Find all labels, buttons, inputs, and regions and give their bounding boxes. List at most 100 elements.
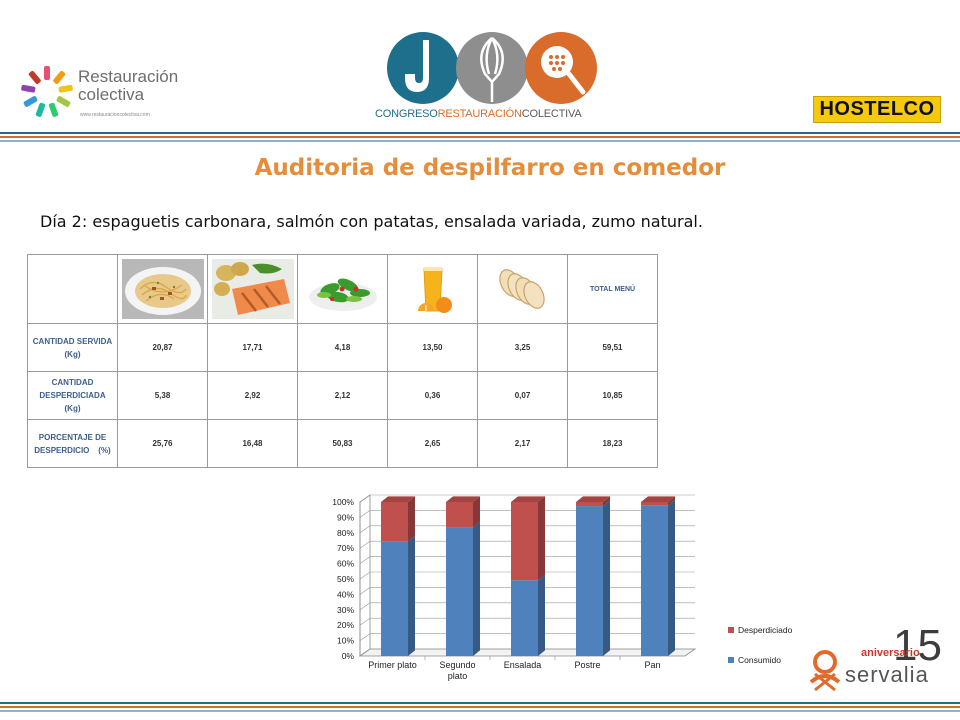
hostelco-text: HOSTELCO [819, 98, 935, 120]
x-tick-label: Pan [644, 660, 660, 670]
bar-segment [641, 502, 668, 506]
servalia-figure-icon [809, 650, 841, 692]
bar-top [446, 496, 480, 502]
gridline [359, 556, 371, 564]
table-cell: 2,92 [207, 371, 298, 420]
table-cell: 59,51 [567, 323, 658, 372]
table-cell: 17,71 [207, 323, 298, 372]
y-tick-label: 80% [337, 528, 354, 538]
gridline [359, 540, 371, 549]
logo-subtitle: colectiva [78, 85, 145, 104]
bar-side [473, 496, 480, 528]
table-cell: 2,65 [387, 419, 478, 468]
table-cell: 0,36 [387, 371, 478, 420]
bar-side [603, 496, 610, 507]
gridline [359, 617, 371, 626]
y-tick-label: 60% [337, 559, 354, 569]
table-corner-cell [27, 254, 118, 324]
bar-segment [576, 506, 603, 656]
servalia-word: servalia [845, 662, 929, 687]
table-cell: 0,07 [477, 371, 568, 420]
bar-side [538, 496, 545, 581]
legend-swatch [728, 657, 734, 663]
bar-segment [641, 505, 668, 656]
gridline [359, 571, 371, 580]
table-cell: 25,76 [117, 419, 208, 468]
table-cell: 16,48 [207, 419, 298, 468]
bar-segment [381, 502, 408, 542]
row-label: CANTIDAD DESPERDICIADA (Kg) [27, 371, 118, 420]
table-cell: 5,38 [117, 371, 208, 420]
bar-side [538, 574, 545, 656]
table-cell: 2,17 [477, 419, 568, 468]
anniversary-number: 15 [893, 621, 942, 670]
gridline [359, 648, 371, 657]
gridline [359, 633, 371, 641]
food-image-cell [297, 254, 388, 324]
bar-side [668, 496, 675, 506]
logo-url: www.restauracioncolectiva.com [80, 112, 150, 118]
row-label: CANTIDAD SERVIDA (Kg) [27, 323, 118, 372]
gridline [359, 510, 371, 518]
y-tick-label: 100% [332, 497, 354, 507]
menu-description: Día 2: espaguetis carbonara, salmón con … [40, 212, 703, 231]
bar-side [668, 499, 675, 656]
hostelco-logo: HOSTELCO [813, 96, 941, 123]
legend-label: Consumido [738, 655, 781, 665]
header-divider [0, 132, 960, 144]
y-tick-label: 70% [337, 543, 354, 553]
orange-juice-icon [391, 259, 474, 319]
x-tick-label: Ensalada [504, 660, 542, 670]
bar-side [473, 521, 480, 656]
bar-side [408, 536, 415, 656]
table-cell: 50,83 [297, 419, 388, 468]
bar-side [408, 496, 415, 542]
gridline [359, 525, 371, 534]
table-cell: 3,25 [477, 323, 568, 372]
x-tick-label: plato [448, 671, 468, 681]
y-tick-label: 90% [337, 512, 354, 522]
congreso-wordmark: CONGRESORESTAURACIÓNCOLECTIVA [375, 108, 582, 120]
restauracion-colectiva-logo: Restauración colectiva www.restauracionc… [18, 62, 178, 124]
anniversary-word: aniversario [861, 647, 920, 659]
table-cell: 13,50 [387, 323, 478, 372]
food-image-cell [387, 254, 478, 324]
footer-divider [0, 702, 960, 714]
servalia-anniversary-logo: 15 aniversario servalia [805, 620, 955, 700]
y-tick-label: 50% [337, 574, 354, 584]
bar-side [603, 500, 610, 656]
bar-top [381, 496, 415, 502]
table-cell: 20,87 [117, 323, 208, 372]
bar-segment [446, 527, 473, 656]
table-row: PORCENTAJE DE DESPERDICIO (%) 25,76 16,48… [27, 419, 658, 468]
y-tick-label: 40% [337, 589, 354, 599]
salmon-potatoes-icon [211, 259, 294, 319]
table-cell: 2,12 [297, 371, 388, 420]
table-row: CANTIDAD DESPERDICIADA (Kg) 5,38 2,92 2,12… [27, 371, 658, 420]
table-cell: 18,23 [567, 419, 658, 468]
logo-title: Restauración [78, 67, 179, 86]
gridline [359, 494, 371, 503]
row-label: PORCENTAJE DE DESPERDICIO (%) [27, 419, 118, 468]
y-tick-label: 10% [337, 636, 354, 646]
table-header-row: TOTAL MENÚ [27, 254, 658, 324]
gridline [359, 602, 371, 611]
bar-segment [511, 502, 538, 581]
food-image-cell [477, 254, 568, 324]
table-cell: 4,18 [297, 323, 388, 372]
congreso-logo: CONGRESORESTAURACIÓNCOLECTIVA [375, 30, 600, 125]
waste-percentage-chart: 0% 10% 20% 30% 40% 50% 60% 70% 80% 90% 100% Primer … [332, 494, 793, 681]
table-cell: 10,85 [567, 371, 658, 420]
x-tick-label: Primer plato [368, 660, 417, 670]
legend-label: Desperdiciado [738, 625, 793, 635]
bread-slices-icon [481, 259, 564, 319]
food-image-cell [117, 254, 208, 324]
spaghetti-carbonara-icon [121, 259, 204, 319]
mixed-salad-icon [301, 259, 384, 319]
waste-table: TOTAL MENÚ CANTIDAD SERVIDA (Kg) 20,87 17… [27, 254, 658, 468]
flower-icon [21, 66, 73, 117]
table-row: CANTIDAD SERVIDA (Kg) 20,87 17,71 4,18 13… [27, 323, 658, 372]
x-tick-label: Segundo [439, 660, 475, 670]
bar-segment [381, 541, 408, 656]
gridline [359, 587, 371, 595]
